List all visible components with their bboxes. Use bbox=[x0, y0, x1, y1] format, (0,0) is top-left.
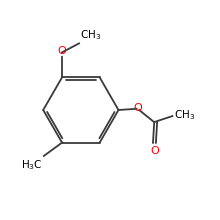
Text: O: O bbox=[133, 103, 142, 113]
Text: O: O bbox=[58, 46, 66, 55]
Text: CH$_3$: CH$_3$ bbox=[80, 28, 101, 42]
Text: O: O bbox=[150, 146, 159, 156]
Text: CH$_3$: CH$_3$ bbox=[174, 108, 195, 122]
Text: H$_3$C: H$_3$C bbox=[21, 158, 43, 172]
